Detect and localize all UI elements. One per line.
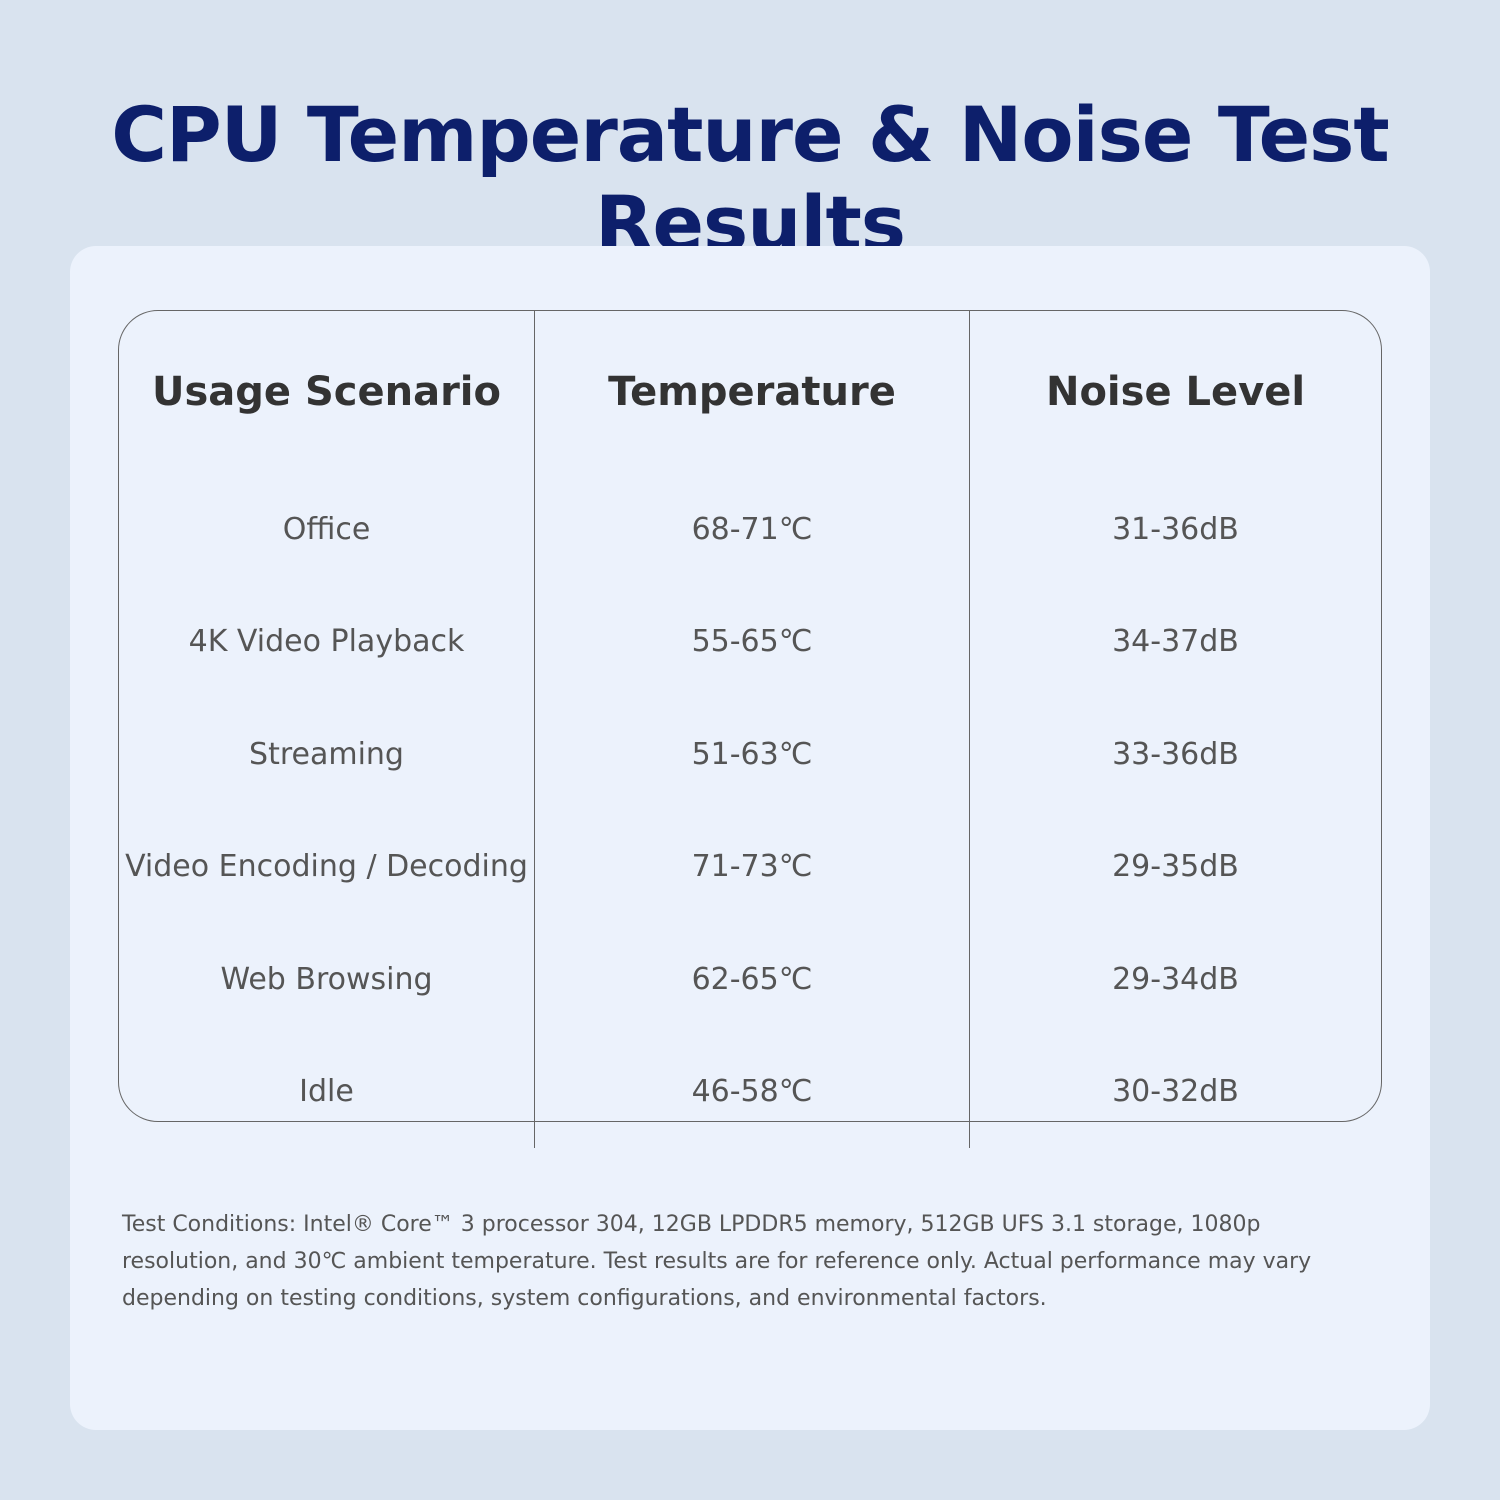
table-cell: 30-32dB xyxy=(1112,1074,1239,1110)
table-cell: 62-65℃ xyxy=(691,961,813,997)
table-cell: 34-37dB xyxy=(1112,624,1239,660)
column-header: Temperature xyxy=(608,369,896,415)
table-cell: Streaming xyxy=(249,736,404,772)
table-cell: 68-71℃ xyxy=(691,511,813,547)
table-cell: 29-35dB xyxy=(1112,849,1239,885)
table: Usage Scenario Office 4K Video Playback Str… xyxy=(118,310,1382,1148)
table-cell: 71-73℃ xyxy=(691,849,813,885)
title: CPU Temperature & Noise Test Results xyxy=(111,90,1389,268)
table-cell: Video Encoding / Decoding xyxy=(125,849,528,885)
footnote: Test Conditions: Intel® Core™ 3 processo… xyxy=(122,1212,1312,1311)
card: Usage Scenario Office 4K Video Playback Str… xyxy=(70,246,1430,1430)
table-cell: Web Browsing xyxy=(220,961,433,997)
table-cell: 31-36dB xyxy=(1112,511,1239,547)
column-header: Usage Scenario xyxy=(151,369,501,415)
table-cell: 4K Video Playback xyxy=(188,624,465,660)
table-cell: 33-36dB xyxy=(1112,736,1239,772)
table-cell: 29-34dB xyxy=(1112,961,1239,997)
table-cell: 55-65℃ xyxy=(691,624,813,660)
column-header: Noise Level xyxy=(1045,369,1306,415)
table-column: Noise Level 31-36dB 34-37dB 33-36dB 29-35dB 2… xyxy=(970,311,1381,1148)
table-cell: 46-58℃ xyxy=(691,1074,813,1110)
table-cell: 51-63℃ xyxy=(691,736,813,772)
table-cell: Idle xyxy=(299,1074,354,1110)
table-column: Usage Scenario Office 4K Video Playback Str… xyxy=(119,311,535,1148)
table-cell: Office xyxy=(282,511,371,547)
table-column: Temperature 68-71℃ 55-65℃ 51-63℃ 71-73℃ 62-65… xyxy=(535,311,970,1148)
